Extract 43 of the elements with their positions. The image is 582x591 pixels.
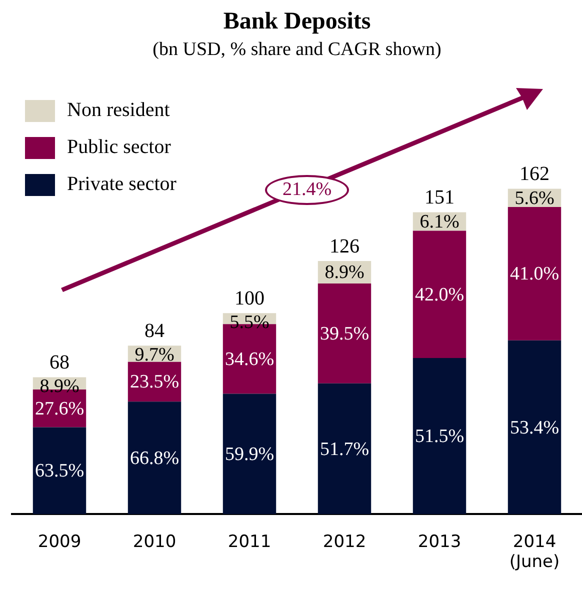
legend-label: Public sector	[67, 136, 171, 159]
bar	[128, 402, 182, 514]
x-tick-label: 2010	[132, 532, 176, 552]
annotation: 53.4%	[510, 417, 560, 438]
bar	[222, 394, 276, 514]
annotation: 68	[50, 351, 70, 374]
annotation: 151	[424, 186, 454, 208]
bar	[318, 283, 372, 384]
bar	[508, 340, 562, 514]
annotation: 126	[330, 235, 360, 258]
annotation: 51.5%	[414, 426, 464, 448]
annotation: 5.6%	[514, 188, 554, 209]
text: 162	[520, 163, 550, 186]
bar	[32, 427, 86, 514]
annotation: 41.0%	[510, 264, 560, 285]
legend-label: Non resident	[67, 99, 170, 122]
x-tick-label: 2012	[322, 532, 366, 552]
annotation: 9.7%	[134, 344, 174, 366]
annotation: 100	[234, 287, 264, 310]
bar	[412, 230, 466, 358]
annotation: 27.6%	[34, 398, 84, 420]
annotation: 63.5%	[34, 460, 84, 482]
chart-subtitle: (bn USD, % share and CAGR shown)	[152, 39, 442, 60]
annotation: 42.0%	[414, 284, 464, 306]
annotation: 21.4%	[265, 175, 349, 205]
annotation: 84	[144, 320, 164, 342]
bar	[412, 358, 466, 514]
chart-title: Bank Deposits	[223, 8, 371, 35]
bar	[318, 383, 372, 514]
annotation: 66.8%	[130, 448, 180, 469]
x-tick-label: 2014 (June)	[509, 532, 560, 572]
annotation: 34.6%	[224, 348, 274, 370]
annotation: 8.9%	[324, 262, 364, 284]
x-tick-label: 2009	[38, 532, 82, 552]
annotation: 6.1%	[420, 211, 460, 232]
annotation: 51.7%	[320, 438, 370, 460]
bar	[508, 206, 562, 340]
x-tick-label: 2011	[228, 532, 272, 552]
legend-label: Private sector	[67, 173, 176, 196]
annotation: 39.5%	[320, 323, 370, 344]
annotation: 23.5%	[130, 372, 180, 393]
x-tick-label: 2013	[418, 532, 462, 552]
annotation: 59.9%	[224, 444, 274, 465]
